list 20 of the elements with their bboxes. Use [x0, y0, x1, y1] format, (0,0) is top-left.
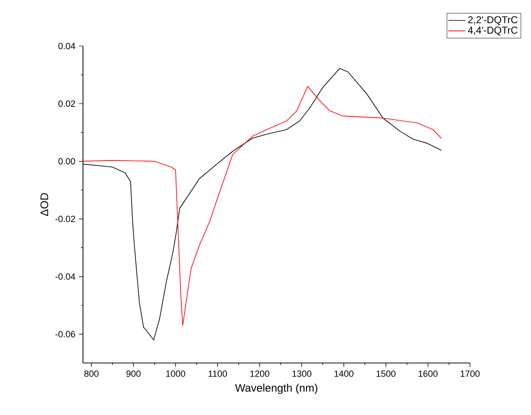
x-tick-label: 1700: [460, 370, 480, 377]
y-tick-label: -0.06: [55, 331, 76, 338]
y-axis-title: ΔOD: [40, 193, 48, 216]
x-tick-label: 1200: [250, 370, 270, 377]
legend-label: 2,2'-DQTrC: [468, 16, 518, 26]
legend-label: 4,4'-DQTrC: [468, 26, 518, 36]
x-tick-label: 1300: [292, 370, 312, 377]
x-axis-title: Wavelength (nm): [235, 384, 318, 394]
x-tick-label: 1500: [376, 370, 396, 377]
y-tick-label: 0.04: [58, 42, 76, 50]
x-tick-label: 800: [84, 370, 99, 377]
y-tick-label: 0.00: [58, 158, 76, 164]
y-tick-label: -0.02: [55, 216, 76, 222]
y-tick-label: 0.02: [58, 100, 76, 107]
x-tick-label: 1400: [334, 370, 354, 377]
x-tick-label: 1100: [208, 370, 227, 377]
x-tick-label: 1600: [418, 370, 438, 377]
x-tick-label: 900: [126, 370, 141, 377]
y-tick-label: -0.04: [55, 273, 76, 280]
x-tick-label: 1000: [166, 370, 186, 377]
